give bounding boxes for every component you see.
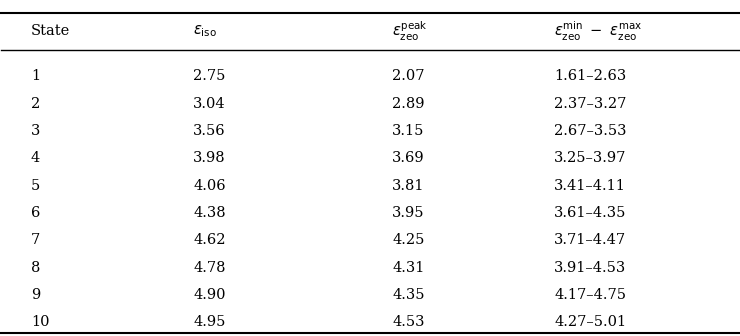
Text: 4.17–4.75: 4.17–4.75: [554, 288, 626, 302]
Text: 4.53: 4.53: [392, 315, 425, 329]
Text: 3.25–3.97: 3.25–3.97: [554, 151, 627, 165]
Text: $\varepsilon_{\rm iso}$: $\varepsilon_{\rm iso}$: [193, 24, 217, 39]
Text: 2: 2: [31, 97, 40, 111]
Text: 3.71–4.47: 3.71–4.47: [554, 233, 627, 247]
Text: 4.31: 4.31: [392, 261, 425, 275]
Text: 4.62: 4.62: [193, 233, 226, 247]
Text: 2.07: 2.07: [392, 69, 425, 83]
Text: 4.25: 4.25: [392, 233, 425, 247]
Text: 1: 1: [31, 69, 40, 83]
Text: 1.61–2.63: 1.61–2.63: [554, 69, 627, 83]
Text: 4.06: 4.06: [193, 179, 226, 193]
Text: State: State: [31, 25, 70, 38]
Text: 3.81: 3.81: [392, 179, 425, 193]
Text: 2.89: 2.89: [392, 97, 425, 111]
Text: 5: 5: [31, 179, 40, 193]
Text: 3.95: 3.95: [392, 206, 425, 220]
Text: 3.56: 3.56: [193, 124, 226, 138]
Text: 4.35: 4.35: [392, 288, 425, 302]
Text: 2.37–3.27: 2.37–3.27: [554, 97, 627, 111]
Text: $\varepsilon_{\rm zeo}^{\rm peak}$: $\varepsilon_{\rm zeo}^{\rm peak}$: [392, 20, 428, 43]
Text: 3.15: 3.15: [392, 124, 425, 138]
Text: 4.90: 4.90: [193, 288, 226, 302]
Text: 3.69: 3.69: [392, 151, 425, 165]
Text: 3: 3: [31, 124, 40, 138]
Text: 3.04: 3.04: [193, 97, 226, 111]
Text: $\varepsilon_{\rm zeo}^{\rm min}\ -\ \varepsilon_{\rm zeo}^{\rm max}$: $\varepsilon_{\rm zeo}^{\rm min}\ -\ \va…: [554, 20, 643, 43]
Text: 4.27–5.01: 4.27–5.01: [554, 315, 627, 329]
Text: 9: 9: [31, 288, 40, 302]
Text: 6: 6: [31, 206, 40, 220]
Text: 10: 10: [31, 315, 50, 329]
Text: 3.98: 3.98: [193, 151, 226, 165]
Text: 2.75: 2.75: [193, 69, 226, 83]
Text: 2.67–3.53: 2.67–3.53: [554, 124, 627, 138]
Text: 7: 7: [31, 233, 40, 247]
Text: 3.41–4.11: 3.41–4.11: [554, 179, 626, 193]
Text: 3.61–4.35: 3.61–4.35: [554, 206, 627, 220]
Text: 4.38: 4.38: [193, 206, 226, 220]
Text: 4.78: 4.78: [193, 261, 226, 275]
Text: 8: 8: [31, 261, 40, 275]
Text: 4: 4: [31, 151, 40, 165]
Text: 3.91–4.53: 3.91–4.53: [554, 261, 627, 275]
Text: 4.95: 4.95: [193, 315, 226, 329]
